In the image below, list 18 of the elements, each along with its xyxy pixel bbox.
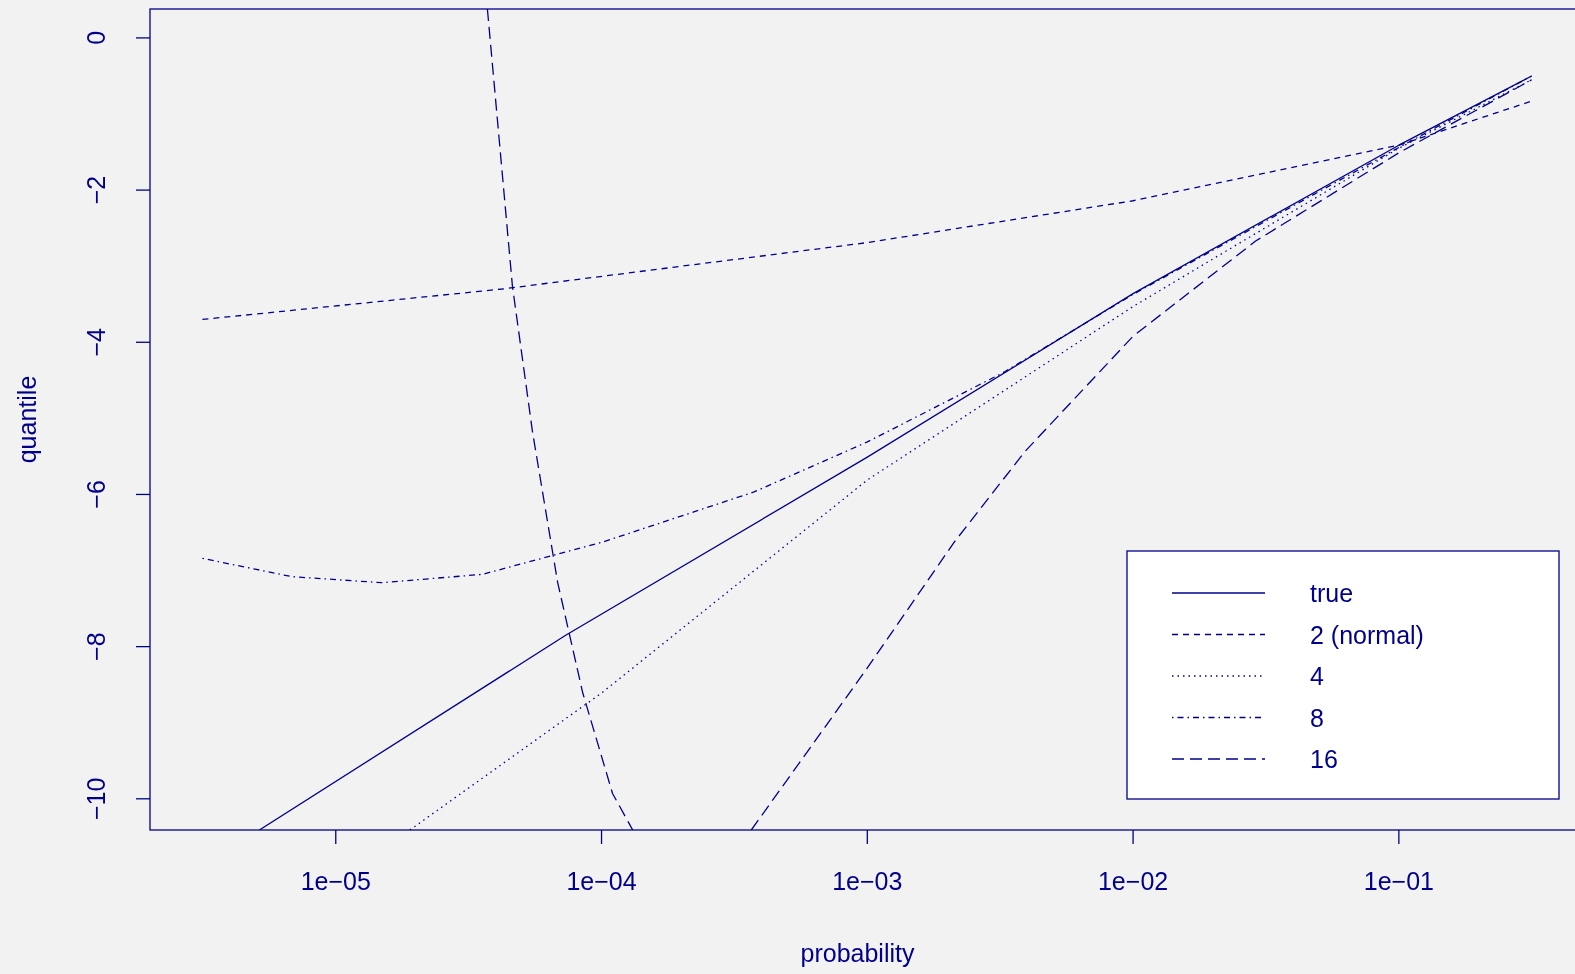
y-tick-label: −10 (82, 777, 110, 821)
x-tick-label: 1e−01 (1363, 867, 1434, 895)
x-axis-title: probability (800, 939, 915, 967)
y-tick-label: −6 (82, 480, 110, 509)
y-tick-label: −2 (82, 175, 110, 205)
legend-label: 8 (1310, 703, 1324, 732)
x-tick-label: 1e−04 (566, 867, 637, 895)
x-tick-label: 1e−02 (1097, 867, 1169, 895)
x-tick-label: 1e−05 (300, 867, 371, 895)
y-tick-label: −4 (82, 327, 110, 357)
x-tick-label: 1e−03 (832, 867, 903, 895)
legend-label: true (1310, 579, 1354, 607)
y-tick-label: −8 (82, 632, 110, 661)
legend-label: 16 (1310, 745, 1338, 773)
y-tick-label: 0 (82, 30, 110, 45)
y-axis-title: quantile (13, 375, 41, 464)
legend-label: 4 (1310, 662, 1324, 690)
legend-label: 2 (normal) (1310, 620, 1424, 649)
